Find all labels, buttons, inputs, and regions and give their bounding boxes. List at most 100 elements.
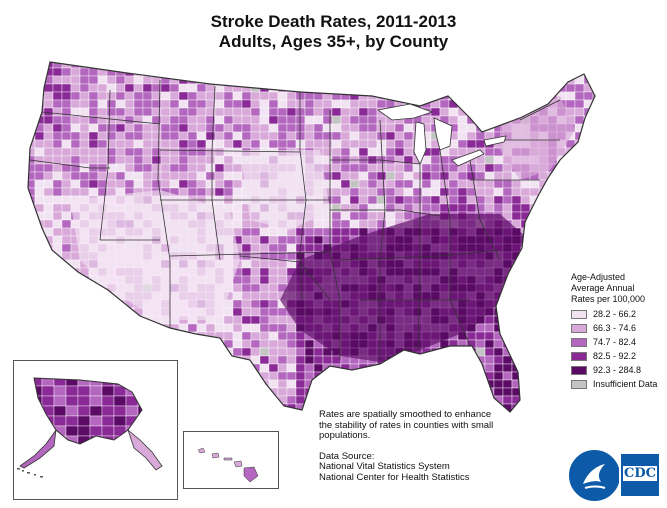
county-cell: [28, 62, 36, 69]
county-cell: [331, 387, 342, 397]
county-cell: [250, 62, 261, 69]
county-cell: [277, 123, 288, 133]
county-cell: [430, 203, 441, 213]
county-cell: [358, 211, 369, 221]
county-cell: [574, 107, 585, 117]
county-cell: [493, 163, 504, 173]
county-cell: [367, 115, 378, 125]
county-cell: [367, 371, 378, 381]
county-cell: [385, 62, 396, 69]
legend-label: 82.5 - 92.2: [593, 351, 637, 361]
county-cell: [77, 415, 91, 427]
county-cell: [232, 307, 243, 317]
county-cell: [295, 75, 306, 85]
county-cell: [367, 139, 378, 149]
county-cell: [547, 355, 558, 365]
county-cell: [34, 405, 43, 417]
county-cell: [268, 267, 279, 277]
county-cell: [151, 123, 162, 133]
county-cell: [34, 291, 45, 301]
county-cell: [77, 405, 91, 417]
county-cell: [268, 339, 279, 349]
county-cell: [61, 219, 72, 229]
county-cell: [232, 403, 243, 412]
county-cell: [295, 363, 306, 373]
county-cell: [574, 163, 585, 173]
county-cell: [97, 99, 108, 109]
county-cell: [79, 267, 90, 277]
county-cell: [295, 371, 306, 381]
county-cell: [61, 283, 72, 293]
county-cell: [349, 99, 360, 109]
county-cell: [583, 411, 594, 412]
county-cell: [34, 331, 45, 341]
county-cell: [412, 62, 423, 69]
county-cell: [214, 379, 225, 389]
county-cell: [28, 275, 36, 285]
state-border: [379, 119, 386, 360]
county-cell: [457, 115, 468, 125]
county-cell: [115, 131, 126, 141]
county-cell: [178, 355, 189, 365]
county-cell: [439, 163, 450, 173]
county-cell: [331, 203, 342, 213]
county-cell: [592, 115, 595, 125]
county-cell: [592, 411, 595, 412]
county-cell: [322, 387, 333, 397]
alaska: [17, 377, 163, 478]
county-cell: [214, 67, 225, 77]
county-cell: [115, 363, 126, 373]
county-cell: [340, 219, 351, 229]
county-cell: [52, 339, 63, 349]
county-cell: [529, 395, 540, 405]
county-cell: [250, 323, 261, 333]
county-cell: [142, 99, 153, 109]
county-cell: [101, 425, 115, 437]
county-cell: [142, 387, 153, 397]
county-cell: [493, 355, 504, 365]
county-cell: [403, 171, 414, 181]
county-cell: [493, 307, 504, 317]
county-cell: [520, 99, 531, 109]
county-cell: [115, 323, 126, 333]
county-cell: [376, 171, 387, 181]
county-cell: [421, 195, 432, 205]
county-cell: [232, 275, 243, 285]
county-cell: [160, 379, 171, 389]
county-cell: [142, 395, 153, 405]
county-cell: [88, 331, 99, 341]
county-cell: [574, 195, 585, 205]
county-cell: [88, 363, 99, 373]
county-cell: [547, 235, 558, 245]
county-cell: [223, 179, 234, 189]
county-cell: [169, 363, 180, 373]
county-cell: [70, 131, 81, 141]
county-cell: [241, 235, 252, 245]
county-cell: [133, 171, 144, 181]
county-cell: [52, 315, 63, 325]
county-cell: [340, 187, 351, 197]
county-cell: [547, 195, 558, 205]
county-cell: [583, 139, 594, 149]
county-cell: [511, 283, 522, 293]
county-cell: [457, 179, 468, 189]
county-cell: [52, 179, 63, 189]
county-cell: [61, 259, 72, 269]
county-cell: [412, 83, 423, 93]
county-cell: [511, 347, 522, 357]
county-cell: [421, 163, 432, 173]
legend-label: 92.3 - 284.8: [593, 365, 642, 375]
county-cell: [529, 75, 540, 85]
county-cell: [412, 67, 423, 77]
county-cell: [493, 99, 504, 109]
county-cell: [187, 163, 198, 173]
county-cell: [529, 251, 540, 261]
county-cell: [529, 211, 540, 221]
county-cell: [556, 379, 567, 389]
county-cell: [520, 187, 531, 197]
county-cell: [88, 62, 99, 69]
county-cell: [106, 83, 117, 93]
county-cell: [394, 387, 405, 397]
county-cell: [101, 405, 115, 417]
county-cell: [511, 299, 522, 309]
